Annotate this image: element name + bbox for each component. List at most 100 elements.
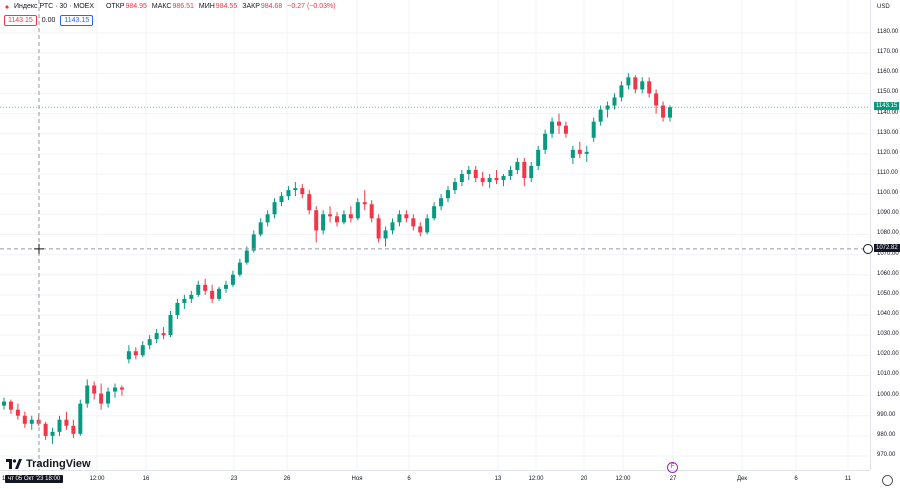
symbol-legend: Индекс РТС · 30 · MOEX ОТКР 984.95 МАКС 98… <box>4 3 336 10</box>
candle-body <box>2 401 6 406</box>
candle-body <box>237 262 242 275</box>
price-tick-label: 1180.00 <box>877 29 899 35</box>
candle-body <box>369 204 374 219</box>
price-tick-label: 980.00 <box>877 431 896 438</box>
candle-body <box>203 284 208 291</box>
candle-body <box>619 85 624 98</box>
symbol-title[interactable]: Индекс РТС · 30 · MOEX <box>14 3 94 10</box>
candle-body <box>452 182 457 191</box>
price-tick-label: 990.00 <box>877 411 896 418</box>
time-tick-label: 6 <box>794 476 798 482</box>
price-tick-label: 1000.00 <box>877 391 899 398</box>
candle-body <box>133 351 138 356</box>
time-tick-label: 12:00 <box>528 476 544 482</box>
price-tick-label: 1100.00 <box>877 190 899 197</box>
candle-body <box>71 425 76 434</box>
candle-body <box>536 149 541 166</box>
time-tick-label: 20 <box>580 476 588 482</box>
logo-text: TradingView <box>26 458 91 470</box>
candle-body <box>439 198 444 207</box>
candle-body <box>466 169 471 174</box>
candle-body <box>286 190 291 197</box>
candle-body <box>550 121 555 134</box>
candle-body <box>425 218 430 233</box>
candle-body <box>314 210 319 231</box>
candle-body <box>210 290 215 299</box>
candle-body <box>397 214 402 223</box>
price-tick-label: 1080.00 <box>877 230 899 237</box>
candle-body <box>591 121 596 138</box>
candle-body <box>515 161 520 170</box>
candle-body <box>106 391 111 404</box>
candle-body <box>168 315 173 336</box>
candle-body <box>355 202 360 219</box>
event-marker-icon[interactable]: F <box>667 462 678 473</box>
candle-body <box>605 105 610 110</box>
ask-box[interactable]: 1143.15 <box>60 15 94 26</box>
low-label: МИН <box>198 3 215 10</box>
crosshair-target-icon[interactable] <box>863 243 873 254</box>
price-tick-label: 1090.00 <box>877 210 899 217</box>
candle-body <box>78 403 83 434</box>
open-value: 984.95 <box>125 3 147 10</box>
candle-body <box>293 188 298 191</box>
candle-body <box>126 351 131 360</box>
price-tick-label: 1060.00 <box>877 270 899 277</box>
candle-body <box>654 93 659 106</box>
candle-body <box>557 121 561 126</box>
candle-body <box>668 107 672 118</box>
spread-value: 0.00 <box>41 17 56 24</box>
candle-body <box>446 190 450 199</box>
candle-body <box>473 169 478 179</box>
candle-body <box>404 214 409 219</box>
bid-box[interactable]: 1143.15 <box>4 15 37 26</box>
candle-body <box>501 176 506 181</box>
candle-body <box>189 294 194 299</box>
price-axis[interactable]: 970.00 980.00 990.00 1000.00 1010.00 1020.00 1… <box>870 0 900 470</box>
high-value: 986.51 <box>172 3 194 10</box>
candle-body <box>328 214 333 217</box>
candle-body <box>161 333 166 336</box>
time-tick-label: 26 <box>283 476 291 482</box>
price-tick-label: 1040.00 <box>877 311 899 317</box>
candle-body <box>258 222 263 235</box>
price-tick-label: 1110.00 <box>877 170 898 176</box>
candle-body <box>418 226 423 233</box>
candle-body <box>64 419 69 426</box>
close-value: 984.68 <box>260 3 283 10</box>
candle-body <box>113 387 117 392</box>
time-tick-label: 11 <box>844 476 852 482</box>
candle-body <box>99 393 104 404</box>
candle-body <box>459 174 464 183</box>
time-tick-label: Ноя <box>351 476 363 482</box>
price-chart-area[interactable] <box>0 0 870 470</box>
candle-body <box>598 109 603 122</box>
candlestick-chart[interactable] <box>0 0 870 470</box>
candle-body <box>411 218 416 227</box>
tradingview-logo-icon <box>6 459 22 469</box>
candle-body <box>272 202 277 215</box>
candle-body <box>432 206 437 219</box>
candle-body <box>224 284 228 289</box>
time-axis[interactable]: 12:00 16 23 26 Ноя 6 13 12:00 20 12:00 27 Дек 6 11 <box>0 470 870 489</box>
currency-label[interactable]: USD <box>877 4 890 10</box>
price-tick-label: 1140.00 <box>877 109 899 116</box>
quote-boxes: 1143.15 0.00 1143.15 <box>4 15 94 26</box>
candle-body <box>57 419 62 432</box>
settings-gear-icon[interactable] <box>882 475 893 486</box>
candle-body <box>140 345 145 356</box>
price-tick-label: 1050.00 <box>877 290 899 297</box>
time-tick-label: Дек <box>736 476 748 482</box>
candle-body <box>487 178 492 183</box>
candle-body <box>300 188 305 195</box>
candle-body <box>661 105 666 118</box>
tradingview-logo[interactable]: TradingView <box>6 458 91 470</box>
low-value: 984.55 <box>215 3 238 10</box>
candle-body <box>494 178 499 181</box>
candle-body <box>196 284 201 295</box>
crosshair-date-label: чт 05 Окт '23 18:00 <box>5 475 64 483</box>
candle-body <box>529 165 534 179</box>
candle-body <box>584 151 589 154</box>
candle-body <box>577 149 582 154</box>
time-tick-label: 23 <box>230 476 238 482</box>
